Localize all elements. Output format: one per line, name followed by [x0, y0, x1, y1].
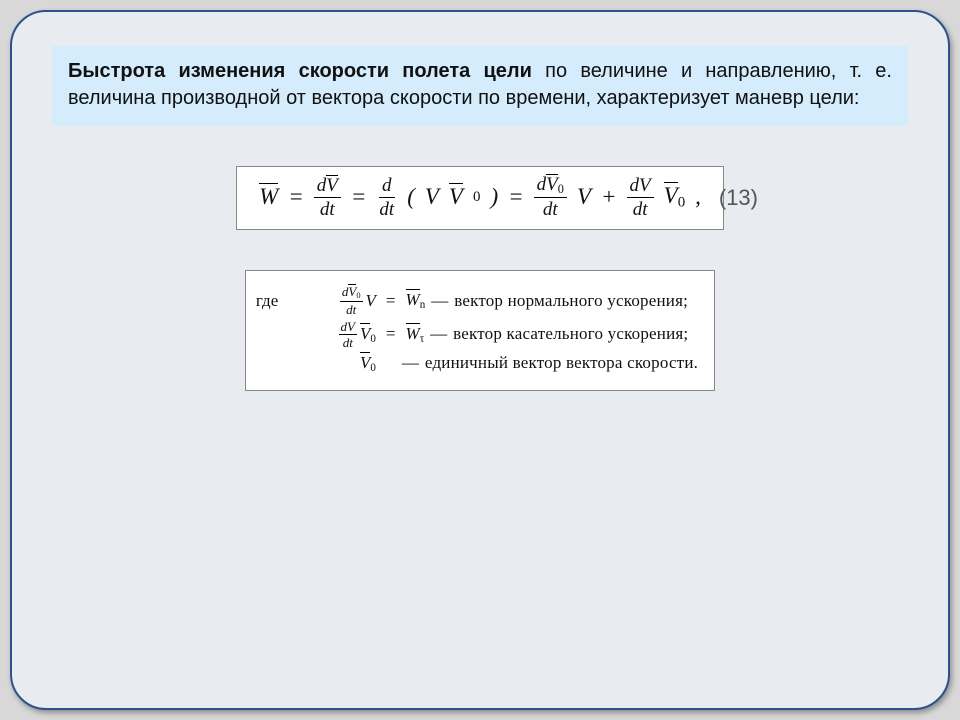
d3-dash: —: [402, 353, 419, 373]
d1-wsub: n: [420, 299, 426, 311]
def-row-2: dV dt V0 = Wτ — вектор касательного уско…: [280, 320, 698, 349]
f1-den: dt: [317, 198, 338, 219]
eq-sign-3: =: [508, 184, 524, 210]
intro-bold: Быстрота изменения скорости полета цели: [68, 60, 532, 82]
paren-open: (: [407, 184, 415, 210]
f4-num: dV: [627, 176, 654, 198]
f3-sub: 0: [558, 182, 564, 196]
mult-v: V: [577, 184, 591, 210]
f4-den: dt: [630, 198, 651, 219]
f3-den: dt: [540, 198, 561, 219]
equation-row: W = dV dt = d dt ( VV0 ) = dV0 dt V + dV: [52, 166, 908, 230]
d3-v: V: [360, 353, 370, 373]
intro-text-box: Быстрота изменения скорости полета цели …: [52, 46, 908, 126]
vv0-a: V: [425, 184, 439, 210]
paren-close: ): [490, 184, 498, 210]
sym-w-bar: W: [259, 184, 278, 210]
d2-desc: вектор касательного ускорения;: [453, 324, 688, 344]
tail-sub: 0: [678, 195, 685, 211]
d1-mult: V: [366, 291, 376, 311]
vv0-sub: 0: [473, 189, 480, 206]
frac-3: dV0 dt: [534, 175, 567, 219]
d2-wsub: τ: [420, 333, 424, 345]
def-row-3: V0 — единичный вектор вектора скорости.: [280, 353, 698, 374]
d2-num: dV: [339, 320, 357, 335]
frac-2: d dt: [376, 176, 397, 219]
d2-w: W: [406, 324, 420, 344]
eq-sign-1: =: [288, 184, 304, 210]
d3-vsub: 0: [370, 362, 376, 374]
definitions-box: где dV0 dt V = Wn — вектор нормального у…: [245, 270, 715, 390]
eq-comma: ,: [695, 184, 701, 210]
definitions-wrap: где dV0 dt V = Wn — вектор нормального у…: [52, 270, 908, 390]
d2-vsub: 0: [370, 333, 376, 345]
eq-sign-2: =: [351, 184, 367, 210]
d3-desc: единичный вектор вектора скорости.: [425, 353, 698, 373]
f1-d: d: [317, 175, 327, 196]
def1-frac: dV0 dt: [340, 285, 363, 316]
d1-dash: —: [431, 291, 448, 311]
equation-number: (13): [719, 185, 758, 211]
f3-d: d: [537, 174, 547, 195]
d2-den: dt: [341, 335, 355, 349]
def-row-1: где dV0 dt V = Wn — вектор нормального у…: [280, 285, 698, 316]
vv0-b: V: [449, 184, 463, 210]
f3-v: V: [546, 175, 558, 194]
d1-eq: =: [382, 291, 400, 311]
d1-sub: 0: [356, 291, 360, 301]
tail-v: V: [664, 183, 678, 209]
equation-main: W = dV dt = d dt ( VV0 ) = dV0 dt V + dV: [236, 166, 724, 230]
def2-frac: dV dt: [339, 320, 357, 349]
d1-v: V: [348, 285, 356, 298]
slide-frame: Быстрота изменения скорости полета цели …: [10, 10, 950, 710]
f2-num: d: [379, 176, 395, 198]
d1-den: dt: [344, 302, 358, 316]
frac-4: dV dt: [627, 176, 654, 219]
d1-desc: вектор нормального ускорения;: [454, 291, 688, 311]
d2-eq: =: [382, 324, 400, 344]
d2-dash: —: [430, 324, 447, 344]
plus: +: [601, 184, 617, 210]
d2-v: V: [360, 324, 370, 344]
def-lead: где: [256, 291, 290, 311]
frac-1: dV dt: [314, 176, 341, 219]
f2-den: dt: [376, 198, 397, 219]
f1-v: V: [326, 176, 338, 195]
d1-w: W: [406, 290, 420, 310]
